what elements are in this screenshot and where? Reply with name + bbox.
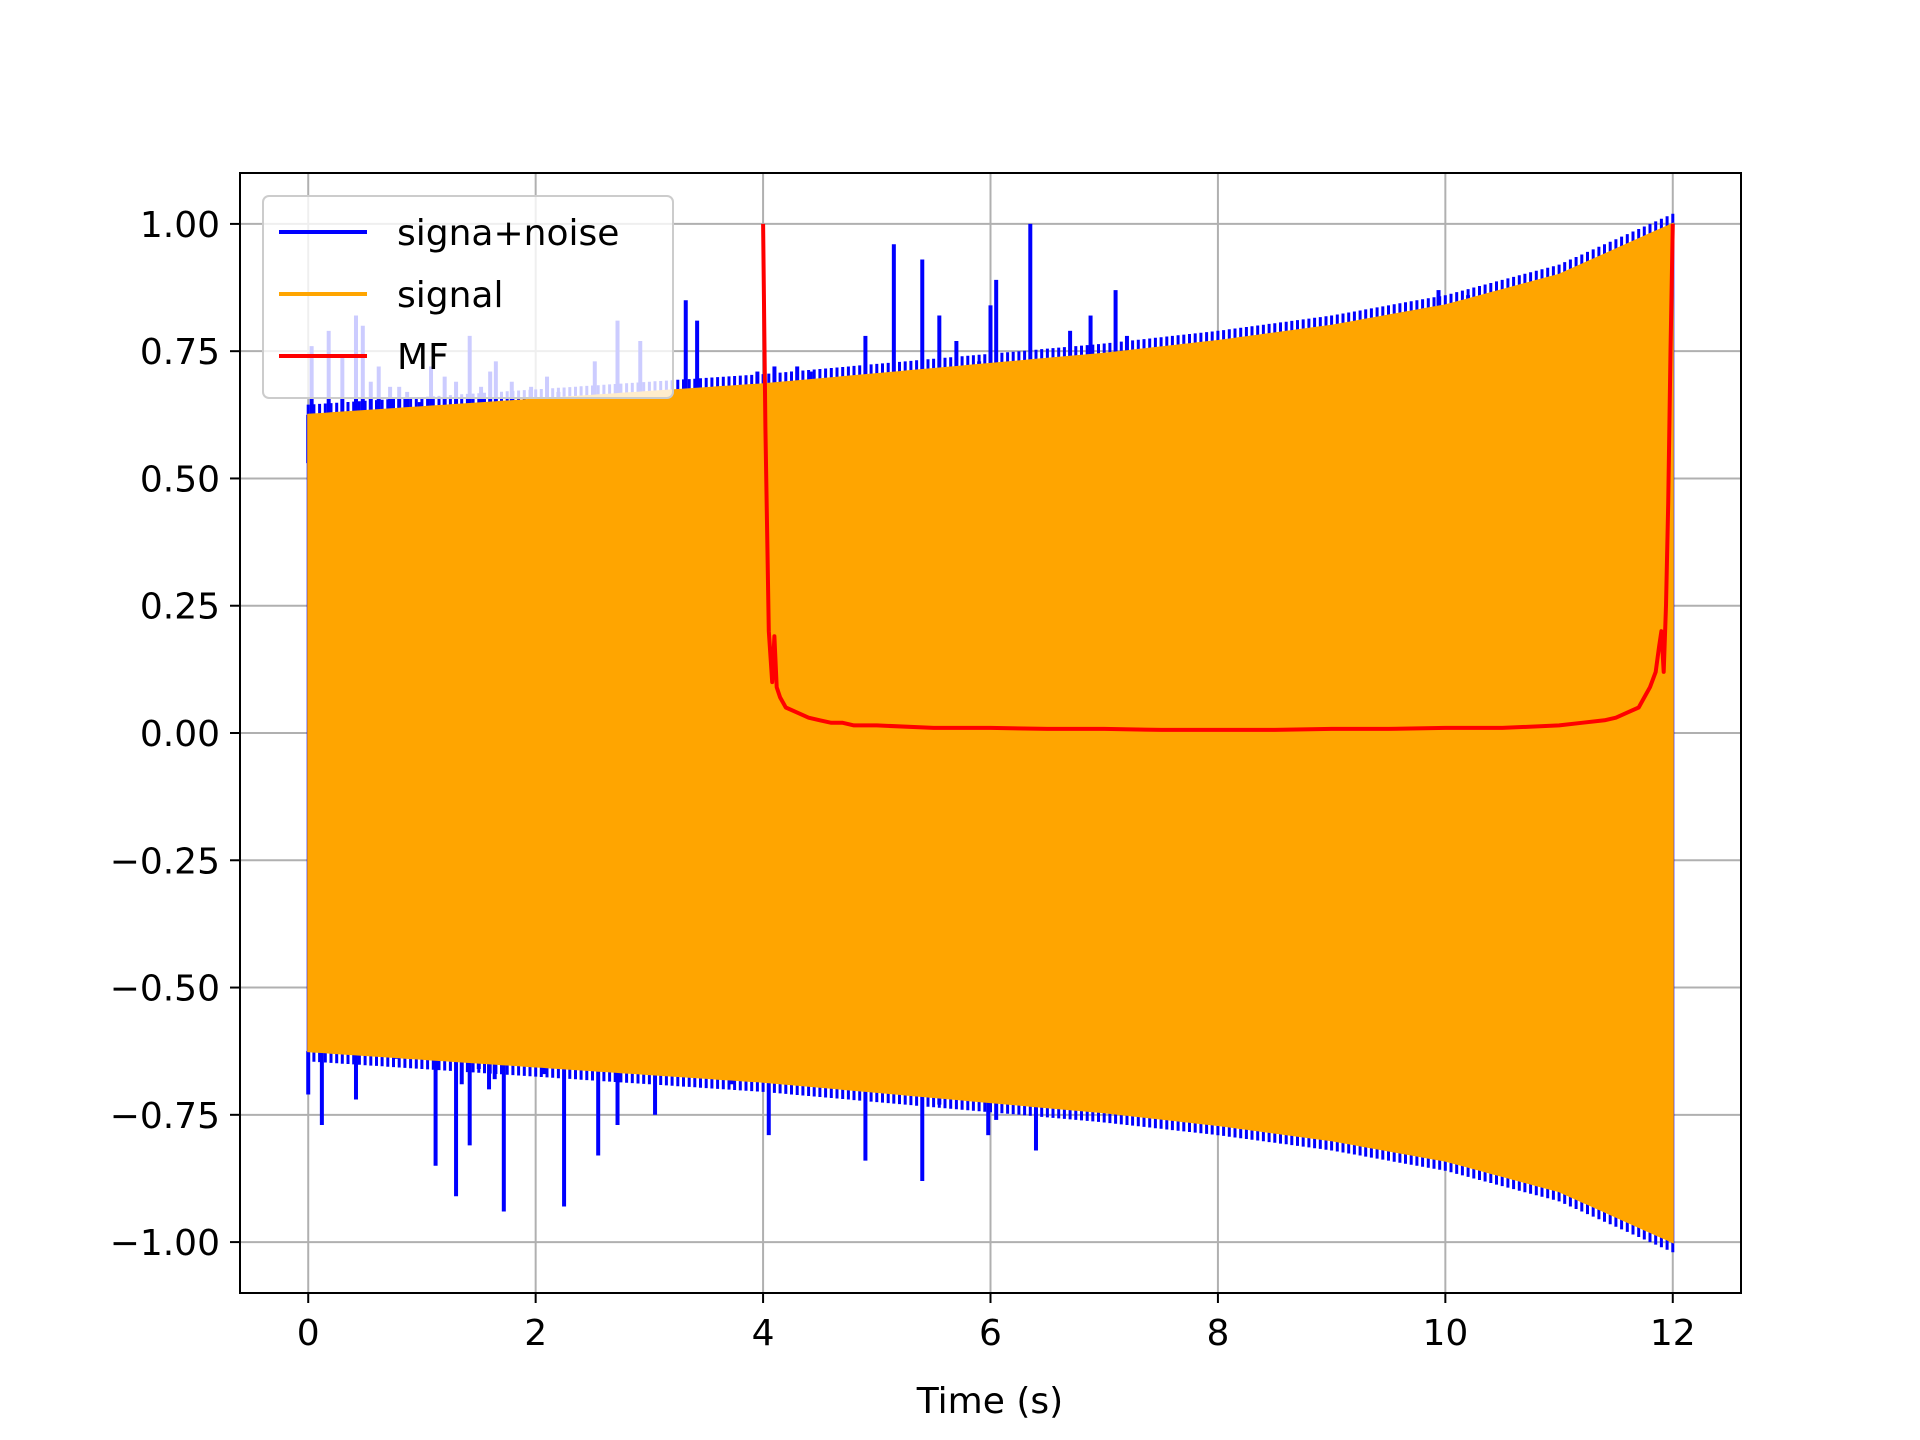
y-tick-label: 1.00: [140, 205, 220, 246]
legend-label-signal-noise: signa+noise: [397, 213, 619, 254]
y-tick-label: −0.75: [110, 1096, 220, 1137]
y-tick-label: −0.50: [110, 969, 220, 1010]
x-tick-label: 6: [979, 1313, 1002, 1354]
y-tick-label: 0.00: [140, 714, 220, 755]
y-axis: −1.00 −0.75 −0.50 −0.25 0.00 0.25 0.50 0.75 1.00: [110, 205, 240, 1264]
legend-label-mf: MF: [397, 337, 449, 378]
series-mf: [761, 223, 1675, 732]
x-tick-label: 12: [1650, 1313, 1696, 1354]
legend-label-signal: signal: [397, 275, 504, 316]
legend-box: [262, 195, 674, 399]
x-axis-label: Time (s): [916, 1381, 1063, 1422]
y-tick-label: −0.25: [110, 841, 220, 882]
x-tick-label: 0: [297, 1313, 320, 1354]
x-tick-label: 2: [524, 1313, 547, 1354]
y-tick-label: 0.50: [140, 459, 220, 500]
x-tick-label: 4: [752, 1313, 775, 1354]
y-tick-label: 0.75: [140, 332, 220, 373]
x-tick-label: 8: [1206, 1313, 1229, 1354]
legend: signa+noise signal MF: [262, 195, 674, 399]
series-layer: [306, 213, 1675, 1253]
y-tick-label: 0.25: [140, 587, 220, 628]
mf-line: [761, 223, 1675, 732]
y-tick-label: −1.00: [110, 1223, 220, 1264]
x-tick-label: 10: [1422, 1313, 1468, 1354]
x-axis: 0 2 4 6 8 10 12: [297, 1293, 1696, 1354]
